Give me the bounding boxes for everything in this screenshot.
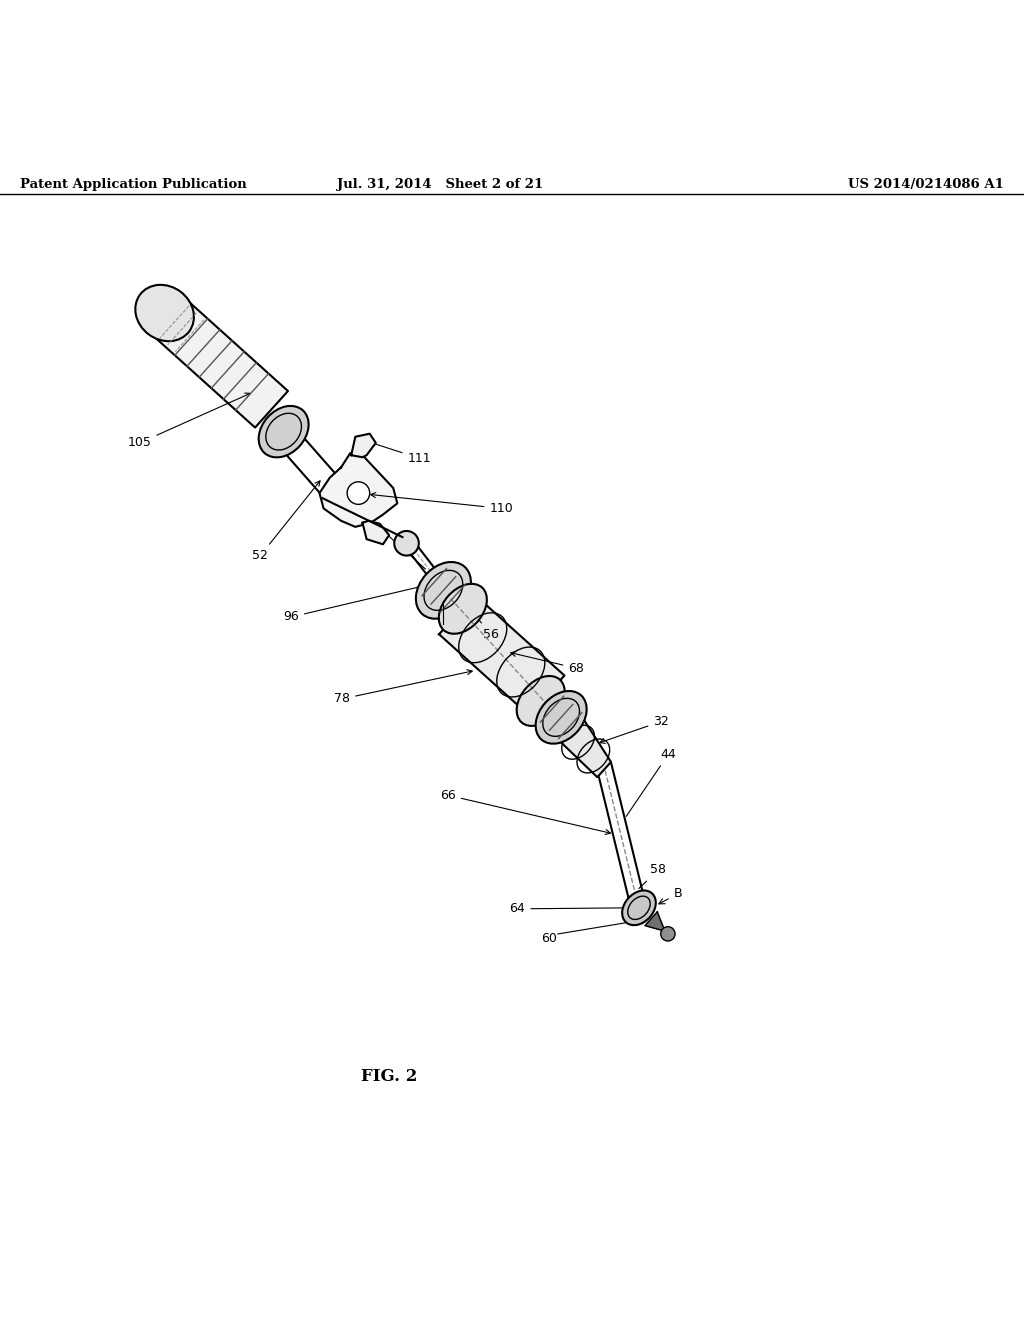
Text: 56: 56: [461, 598, 500, 642]
Ellipse shape: [416, 562, 471, 619]
Text: 96: 96: [284, 583, 432, 623]
Text: 111: 111: [369, 442, 431, 465]
Circle shape: [660, 927, 675, 941]
Text: 68: 68: [511, 652, 585, 675]
Text: 111: 111: [384, 532, 450, 586]
Text: 64: 64: [510, 903, 630, 915]
Polygon shape: [362, 520, 389, 544]
Polygon shape: [439, 595, 564, 715]
Polygon shape: [645, 912, 665, 931]
Text: Jul. 31, 2014   Sheet 2 of 21: Jul. 31, 2014 Sheet 2 of 21: [337, 178, 544, 191]
Text: US 2014/0214086 A1: US 2014/0214086 A1: [848, 178, 1004, 191]
Ellipse shape: [517, 676, 564, 726]
Text: 105: 105: [128, 393, 250, 449]
Text: 44: 44: [627, 747, 676, 817]
Polygon shape: [153, 298, 288, 428]
Text: 66: 66: [440, 788, 610, 834]
Text: B: B: [674, 887, 682, 900]
Polygon shape: [560, 718, 611, 777]
Text: 32: 32: [600, 715, 669, 743]
Text: 110: 110: [371, 492, 513, 515]
Ellipse shape: [259, 407, 308, 457]
Text: B: B: [445, 619, 454, 632]
Polygon shape: [319, 453, 397, 527]
Circle shape: [347, 482, 370, 504]
Text: 78: 78: [334, 669, 472, 705]
Ellipse shape: [536, 690, 587, 743]
Text: Patent Application Publication: Patent Application Publication: [20, 178, 247, 191]
Ellipse shape: [135, 285, 194, 341]
Ellipse shape: [623, 891, 655, 925]
Text: FIG. 2: FIG. 2: [360, 1068, 418, 1085]
Ellipse shape: [439, 583, 486, 634]
Polygon shape: [351, 434, 376, 457]
Text: 52: 52: [252, 480, 321, 562]
Text: 60: 60: [541, 932, 557, 945]
Text: 58: 58: [639, 863, 667, 888]
Circle shape: [394, 531, 419, 556]
